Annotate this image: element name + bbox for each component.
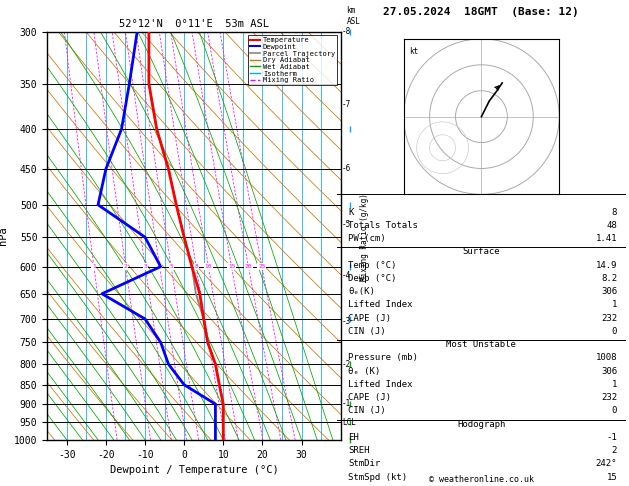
Text: Dewp (°C): Dewp (°C) — [348, 274, 396, 283]
Text: CIN (J): CIN (J) — [348, 327, 386, 336]
Text: 27.05.2024  18GMT  (Base: 12): 27.05.2024 18GMT (Base: 12) — [383, 7, 579, 17]
Text: Temp (°C): Temp (°C) — [348, 260, 396, 270]
Y-axis label: hPa: hPa — [0, 226, 8, 245]
Text: θₑ(K): θₑ(K) — [348, 287, 375, 296]
Text: 306: 306 — [601, 287, 617, 296]
Text: 10: 10 — [204, 264, 212, 269]
X-axis label: Dewpoint / Temperature (°C): Dewpoint / Temperature (°C) — [109, 465, 278, 475]
Text: -4: -4 — [342, 271, 351, 280]
Text: CAPE (J): CAPE (J) — [348, 393, 391, 402]
Text: 1: 1 — [612, 300, 617, 310]
Text: 2: 2 — [612, 446, 617, 455]
Text: StmSpd (kt): StmSpd (kt) — [348, 473, 407, 482]
Text: CIN (J): CIN (J) — [348, 406, 386, 416]
Text: 5: 5 — [169, 264, 173, 269]
Text: 4: 4 — [158, 264, 162, 269]
Text: 20: 20 — [245, 264, 252, 269]
Text: 1008: 1008 — [596, 353, 617, 363]
Text: K: K — [348, 208, 353, 217]
Text: kt: kt — [409, 47, 418, 56]
Text: 8: 8 — [194, 264, 198, 269]
Text: Lifted Index: Lifted Index — [348, 300, 413, 310]
Text: Surface: Surface — [462, 247, 500, 257]
Text: LCL: LCL — [342, 418, 355, 427]
Text: 232: 232 — [601, 313, 617, 323]
Text: Mixing Ratio (g/kg): Mixing Ratio (g/kg) — [360, 193, 369, 281]
Text: PW (cm): PW (cm) — [348, 234, 386, 243]
Text: Pressure (mb): Pressure (mb) — [348, 353, 418, 363]
Text: 1: 1 — [612, 380, 617, 389]
Text: StmDir: StmDir — [348, 459, 381, 469]
Text: 1.41: 1.41 — [596, 234, 617, 243]
Text: -6: -6 — [342, 164, 351, 173]
Text: 3: 3 — [143, 264, 147, 269]
Text: 0: 0 — [612, 406, 617, 416]
Text: Most Unstable: Most Unstable — [446, 340, 516, 349]
Text: 15: 15 — [228, 264, 235, 269]
Text: Hodograph: Hodograph — [457, 420, 505, 429]
Title: 52°12'N  0°11'E  53m ASL: 52°12'N 0°11'E 53m ASL — [119, 19, 269, 30]
Text: Lifted Index: Lifted Index — [348, 380, 413, 389]
Text: -5: -5 — [342, 220, 351, 229]
Text: 8: 8 — [612, 208, 617, 217]
Text: θₑ (K): θₑ (K) — [348, 367, 381, 376]
Text: -8: -8 — [342, 27, 351, 36]
Text: 2: 2 — [124, 264, 128, 269]
Text: -1: -1 — [342, 399, 351, 408]
Text: -7: -7 — [342, 100, 351, 109]
Text: 232: 232 — [601, 393, 617, 402]
Text: 8.2: 8.2 — [601, 274, 617, 283]
Text: -2: -2 — [342, 360, 351, 369]
Text: -3: -3 — [342, 317, 351, 326]
Legend: Temperature, Dewpoint, Parcel Trajectory, Dry Adiabat, Wet Adiabat, Isotherm, Mi: Temperature, Dewpoint, Parcel Trajectory… — [248, 35, 337, 86]
Text: km
ASL: km ASL — [347, 6, 360, 26]
Text: © weatheronline.co.uk: © weatheronline.co.uk — [429, 474, 533, 484]
Text: 306: 306 — [601, 367, 617, 376]
Text: Totals Totals: Totals Totals — [348, 221, 418, 230]
Text: 15: 15 — [606, 473, 617, 482]
Text: EH: EH — [348, 433, 359, 442]
Text: 0: 0 — [612, 327, 617, 336]
Text: -1: -1 — [606, 433, 617, 442]
Text: 25: 25 — [258, 264, 265, 269]
Text: CAPE (J): CAPE (J) — [348, 313, 391, 323]
Text: 242°: 242° — [596, 459, 617, 469]
Text: SREH: SREH — [348, 446, 370, 455]
Text: 48: 48 — [606, 221, 617, 230]
Text: 14.9: 14.9 — [596, 260, 617, 270]
Text: 1: 1 — [92, 264, 96, 269]
